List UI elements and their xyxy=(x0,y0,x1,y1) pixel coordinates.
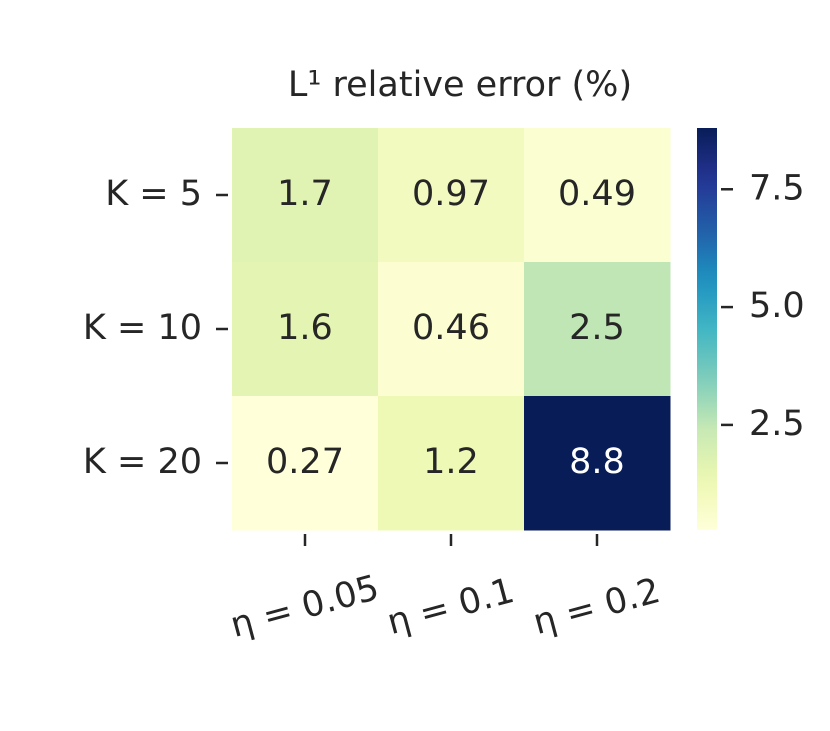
cell-label: 0.46 xyxy=(412,308,490,348)
cell-label: 0.97 xyxy=(412,174,490,214)
y-tick-label: K = 5 xyxy=(105,174,202,214)
colorbar xyxy=(697,128,717,530)
y-tick-label: K = 10 xyxy=(83,308,202,348)
heatmap-cell xyxy=(232,262,379,397)
x-tick-label: η = 0.05 xyxy=(226,568,383,646)
cell-label: 2.5 xyxy=(569,308,625,348)
colorbar-tick-label: 2.5 xyxy=(749,404,805,444)
heatmap-cell xyxy=(378,128,525,263)
heatmap-cell xyxy=(524,262,671,397)
heatmap-cell xyxy=(524,128,671,263)
cell-label: 1.6 xyxy=(277,308,333,348)
chart-title: L¹ relative error (%) xyxy=(288,65,632,105)
colorbar-tick-label: 5.0 xyxy=(749,286,805,326)
cell-label: 1.7 xyxy=(277,174,333,214)
heatmap-cell xyxy=(232,128,379,263)
heatmap-cell xyxy=(232,396,379,531)
cell-label: 1.2 xyxy=(423,442,479,482)
x-tick-label: η = 0.2 xyxy=(529,571,664,643)
x-tick-label: η = 0.1 xyxy=(383,571,518,643)
cell-label: 0.49 xyxy=(558,174,636,214)
heatmap-cell xyxy=(524,396,671,531)
heatmap-cell xyxy=(378,262,525,397)
colorbar-tick-label: 7.5 xyxy=(749,168,805,208)
cell-label: 8.8 xyxy=(569,442,625,482)
cell-label: 0.27 xyxy=(266,442,344,482)
y-tick-label: K = 20 xyxy=(83,442,202,482)
heatmap-cell xyxy=(378,396,525,531)
